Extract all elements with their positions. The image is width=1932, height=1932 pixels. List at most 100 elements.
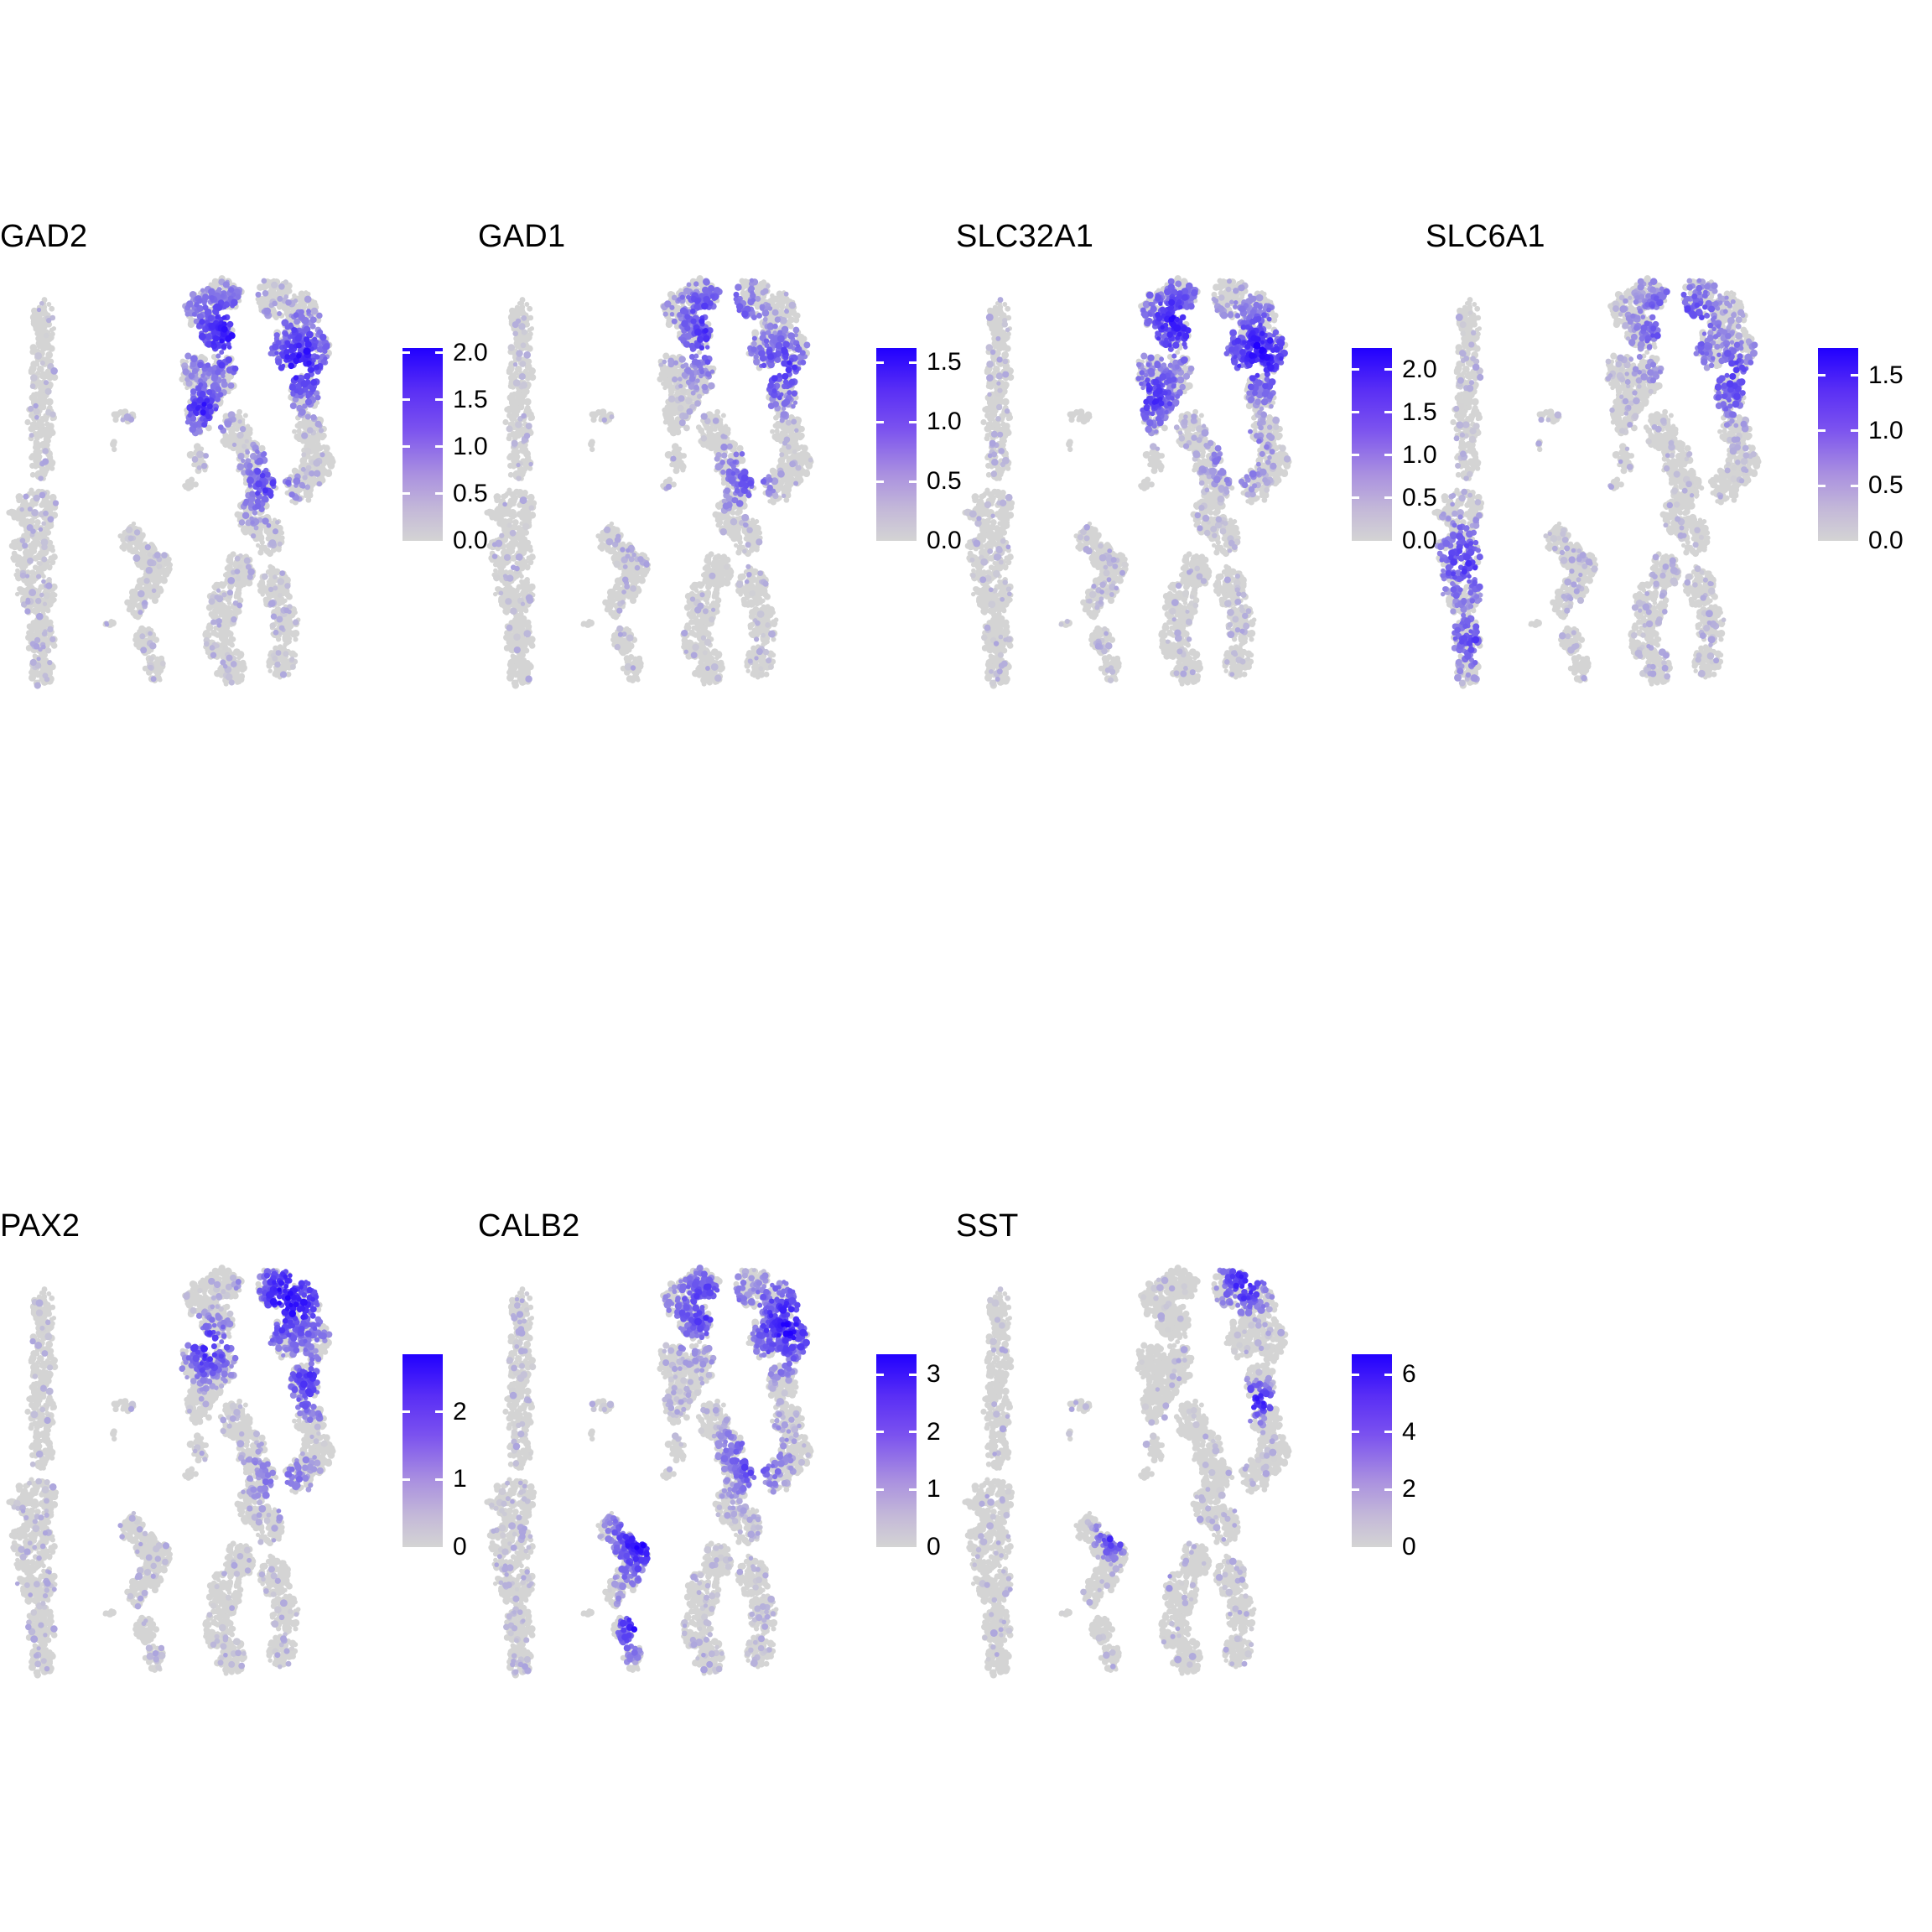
- colorbar-tick-mark: [876, 1488, 884, 1491]
- colorbar-tick-mark: [909, 1431, 917, 1434]
- colorbar-tick-mark: [1851, 374, 1858, 377]
- colorbar-tick-mark: [435, 492, 443, 496]
- colorbar-tick-mark: [402, 445, 410, 449]
- panel-title-pax2: PAX2: [0, 1208, 80, 1244]
- colorbar-tick-mark: [1851, 484, 1858, 487]
- colorbar-tick-mark: [402, 492, 410, 496]
- colorbar-tick-mark: [402, 1478, 410, 1481]
- colorbar-tick-mark: [435, 398, 443, 402]
- colorbar-tick-mark: [435, 1410, 443, 1414]
- colorbar-tick-mark: [909, 1373, 917, 1376]
- panel-row-bottom: PAX2 2 1 0 CALB2 3 2 1 0 SST 6 4 2 0: [0, 1208, 1932, 1679]
- colorbar-tick-label: 1: [927, 1477, 941, 1502]
- colorbar-tick-mark: [435, 445, 443, 449]
- colorbar-tick-label: 1: [453, 1467, 467, 1492]
- colorbar-tick-label: 2: [1402, 1477, 1416, 1502]
- colorbar-tick-mark: [1384, 368, 1392, 371]
- colorbar-tick-mark: [1352, 454, 1359, 457]
- colorbar-tick-mark: [435, 1478, 443, 1481]
- colorbar-gradient: [1352, 348, 1392, 541]
- feature-panel-slc6a1: SLC6A1 1.5 1.0 0.5 0.0: [1426, 218, 1903, 689]
- umap-scatter-gad2: [6, 268, 359, 689]
- colorbar-tick-label: 1.5: [927, 350, 962, 375]
- colorbar-tick-label: 6: [1402, 1362, 1416, 1387]
- feature-panel-gad1: GAD1 1.5 1.0 0.5 0.0: [478, 218, 962, 689]
- colorbar-tick-mark: [1352, 368, 1359, 371]
- feature-panel-calb2: CALB2 3 2 1 0: [478, 1208, 948, 1679]
- colorbar-tick-label: 1.5: [1402, 399, 1437, 425]
- colorbar-tick-mark: [402, 351, 410, 355]
- colorbar-tick-mark: [1352, 1373, 1359, 1376]
- umap-scatter-slc32a1: [962, 268, 1315, 689]
- colorbar-tick-label: 1.5: [1868, 362, 1903, 388]
- panel-title-slc32a1: SLC32A1: [956, 218, 1093, 255]
- umap-scatter-sst: [962, 1258, 1315, 1679]
- colorbar-tick-label: 0: [1402, 1535, 1416, 1560]
- umap-scatter-calb2: [484, 1258, 837, 1679]
- colorbar-tick-mark: [402, 398, 410, 402]
- colorbar-tick-mark: [402, 1410, 410, 1414]
- colorbar-gradient: [876, 348, 917, 541]
- feature-panel-slc32a1: SLC32A1 2.0 1.5 1.0 0.5 0.0: [956, 218, 1437, 689]
- colorbar-tick-mark: [1352, 496, 1359, 500]
- colorbar-gradient: [876, 1354, 917, 1547]
- panel-title-slc6a1: SLC6A1: [1426, 218, 1545, 255]
- colorbar-tick-mark: [1352, 411, 1359, 414]
- colorbar-tick-label: 2: [453, 1399, 467, 1425]
- colorbar-tick-label: 0.0: [1402, 528, 1437, 553]
- colorbar-tick-mark: [1384, 496, 1392, 500]
- colorbar-tick-label: 0.5: [1868, 473, 1903, 498]
- colorbar-tick-label: 0.5: [453, 480, 488, 506]
- colorbar-tick-mark: [1384, 1431, 1392, 1434]
- colorbar-tick-label: 1.0: [453, 434, 488, 460]
- colorbar-tick-label: 1.5: [453, 387, 488, 413]
- colorbar-tick-label: 2.0: [1402, 356, 1437, 382]
- colorbar-gradient: [1818, 348, 1858, 541]
- colorbar-tick-mark: [909, 480, 917, 483]
- colorbar-tick-label: 1.0: [927, 409, 962, 434]
- colorbar-tick-label: 3: [927, 1362, 941, 1387]
- panel-title-gad2: GAD2: [0, 218, 87, 255]
- colorbar-tick-label: 2.0: [453, 340, 488, 366]
- colorbar-tick-mark: [1384, 1373, 1392, 1376]
- colorbar-tick-mark: [876, 420, 884, 423]
- colorbar-tick-mark: [876, 361, 884, 364]
- colorbar-tick-label: 0.0: [1868, 528, 1903, 553]
- colorbar-tick-label: 4: [1402, 1419, 1416, 1445]
- colorbar-gradient: [402, 348, 443, 541]
- colorbar-tick-label: 0: [453, 1535, 467, 1560]
- umap-scatter-gad1: [484, 268, 837, 689]
- colorbar-gradient: [1352, 1354, 1392, 1547]
- colorbar-tick-mark: [909, 420, 917, 423]
- colorbar-tick-label: 1.0: [1402, 442, 1437, 468]
- colorbar-tick-mark: [1352, 1488, 1359, 1491]
- umap-scatter-slc6a1: [1431, 268, 1784, 689]
- colorbar-tick-mark: [1352, 1431, 1359, 1434]
- colorbar-tick-mark: [1818, 484, 1826, 487]
- feature-panel-sst: SST 6 4 2 0: [956, 1208, 1426, 1679]
- feature-panel-gad2: GAD2 2.0 1.5 1.0 0.5 0.0: [0, 218, 488, 689]
- colorbar-tick-label: 1.0: [1868, 418, 1903, 444]
- umap-scatter-pax2: [6, 1258, 359, 1679]
- colorbar-tick-mark: [1384, 454, 1392, 457]
- colorbar-tick-mark: [876, 1431, 884, 1434]
- colorbar-tick-label: 0.0: [927, 528, 962, 553]
- panel-title-sst: SST: [956, 1208, 1019, 1244]
- panel-title-calb2: CALB2: [478, 1208, 579, 1244]
- colorbar-tick-label: 0.5: [1402, 485, 1437, 511]
- colorbar-tick-mark: [1818, 374, 1826, 377]
- panel-row-top: GAD2 2.0 1.5 1.0 0.5 0.0 GAD1 1.5 1.0 0.5 0.0 SLC32…: [0, 218, 1932, 689]
- colorbar-tick-mark: [1818, 429, 1826, 433]
- panel-title-gad1: GAD1: [478, 218, 565, 255]
- colorbar-tick-mark: [1384, 1488, 1392, 1491]
- colorbar-tick-mark: [1851, 429, 1858, 433]
- colorbar-tick-label: 0: [927, 1535, 941, 1560]
- colorbar-tick-label: 0.0: [453, 528, 488, 553]
- colorbar-tick-label: 2: [927, 1419, 941, 1445]
- colorbar-tick-mark: [435, 351, 443, 355]
- colorbar-gradient: [402, 1354, 443, 1547]
- feature-panel-pax2: PAX2 2 1 0: [0, 1208, 470, 1679]
- colorbar-tick-mark: [1384, 411, 1392, 414]
- colorbar-tick-mark: [876, 1373, 884, 1376]
